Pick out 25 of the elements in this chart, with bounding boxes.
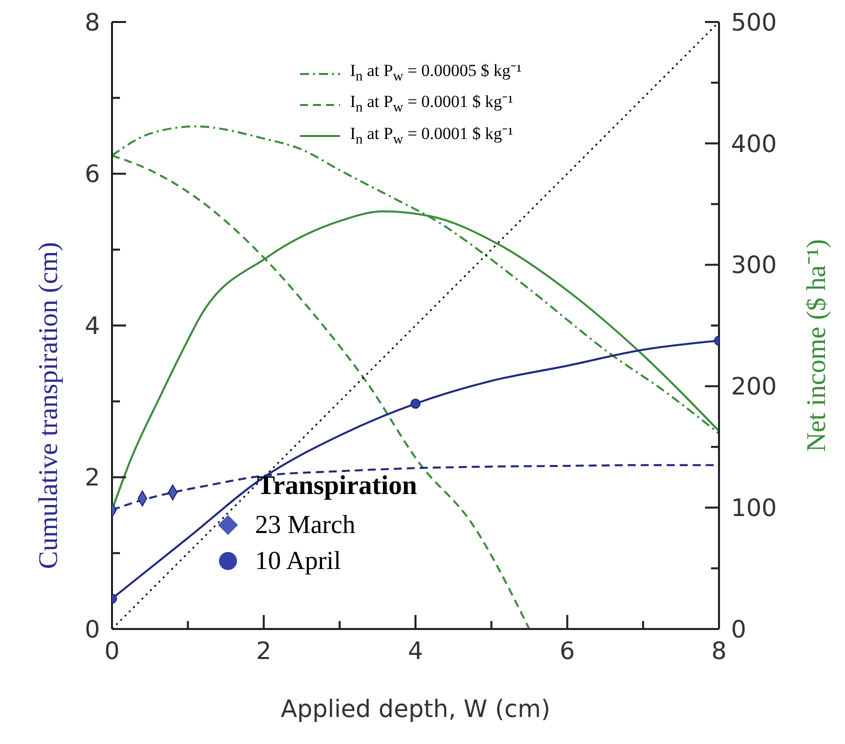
y-tick-label: 6 [84, 160, 100, 188]
x-tick-label: 2 [256, 637, 272, 665]
x-tick-label: 0 [104, 637, 120, 665]
y2-tick-label: 500 [731, 8, 777, 36]
x-tick-label: 4 [408, 637, 424, 665]
y2-axis-title: Net income ($ ha⁻¹) [801, 239, 831, 452]
y-tick-label: 8 [84, 8, 100, 36]
y-tick-label: 0 [84, 615, 100, 644]
y2-tick-label: 300 [731, 251, 777, 280]
x-tick-label: 8 [711, 637, 727, 665]
y2-tick-label: 200 [731, 372, 777, 401]
x-axis-title: Applied depth, W (cm) [280, 695, 550, 723]
legend-title: Transpiration [257, 470, 418, 501]
legend-label: I$_{n}$ at P$_{w}$ = 0.0001 $ kg⁻¹ [350, 91, 514, 118]
legend-label: 23 March [255, 509, 356, 541]
y-tick-label: 4 [84, 312, 100, 340]
y-axis-title: Cumulative transpiration (cm) [33, 242, 63, 569]
legend-label: I$_{n}$ at P$_{w}$ = 0.00005 $ kg⁻¹ [350, 60, 522, 86]
y2-tick-label: 400 [731, 130, 777, 158]
y-tick-label: 2 [84, 464, 100, 492]
legend-label: I$_{n}$ at P$_{w}$ = 0.0001 $ kg⁻¹ [350, 122, 514, 150]
y2-tick-label: 100 [731, 494, 777, 522]
y2-tick-label: 0 [731, 615, 746, 644]
legend-label: 10 April [255, 545, 341, 577]
x-tick-label: 6 [560, 637, 575, 665]
